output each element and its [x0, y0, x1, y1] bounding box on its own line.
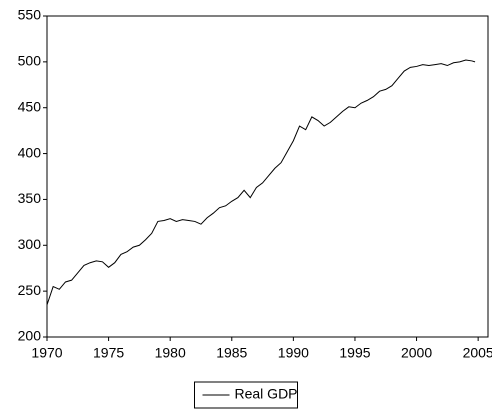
x-tick-label: 1970	[31, 345, 62, 361]
x-tick-label: 1990	[278, 345, 309, 361]
y-tick-label: 550	[18, 7, 42, 23]
x-tick-label: 1995	[339, 345, 370, 361]
y-tick-label: 450	[18, 98, 42, 114]
y-tick-label: 200	[18, 328, 42, 344]
data-line	[46, 59, 476, 306]
x-tick-label: 1980	[155, 345, 186, 361]
y-tick-label: 300	[18, 236, 42, 252]
y-tick-label: 500	[18, 53, 42, 69]
x-tick-label: 1975	[93, 345, 124, 361]
y-tick-label: 350	[18, 190, 42, 206]
y-tick-label: 250	[18, 282, 42, 298]
legend-label: Real GDP	[235, 386, 298, 402]
x-tick-label: 2005	[463, 345, 492, 361]
x-tick-label: 1985	[216, 345, 247, 361]
plot-frame	[46, 15, 489, 338]
y-tick-label: 400	[18, 144, 42, 160]
x-tick-label: 2000	[401, 345, 432, 361]
